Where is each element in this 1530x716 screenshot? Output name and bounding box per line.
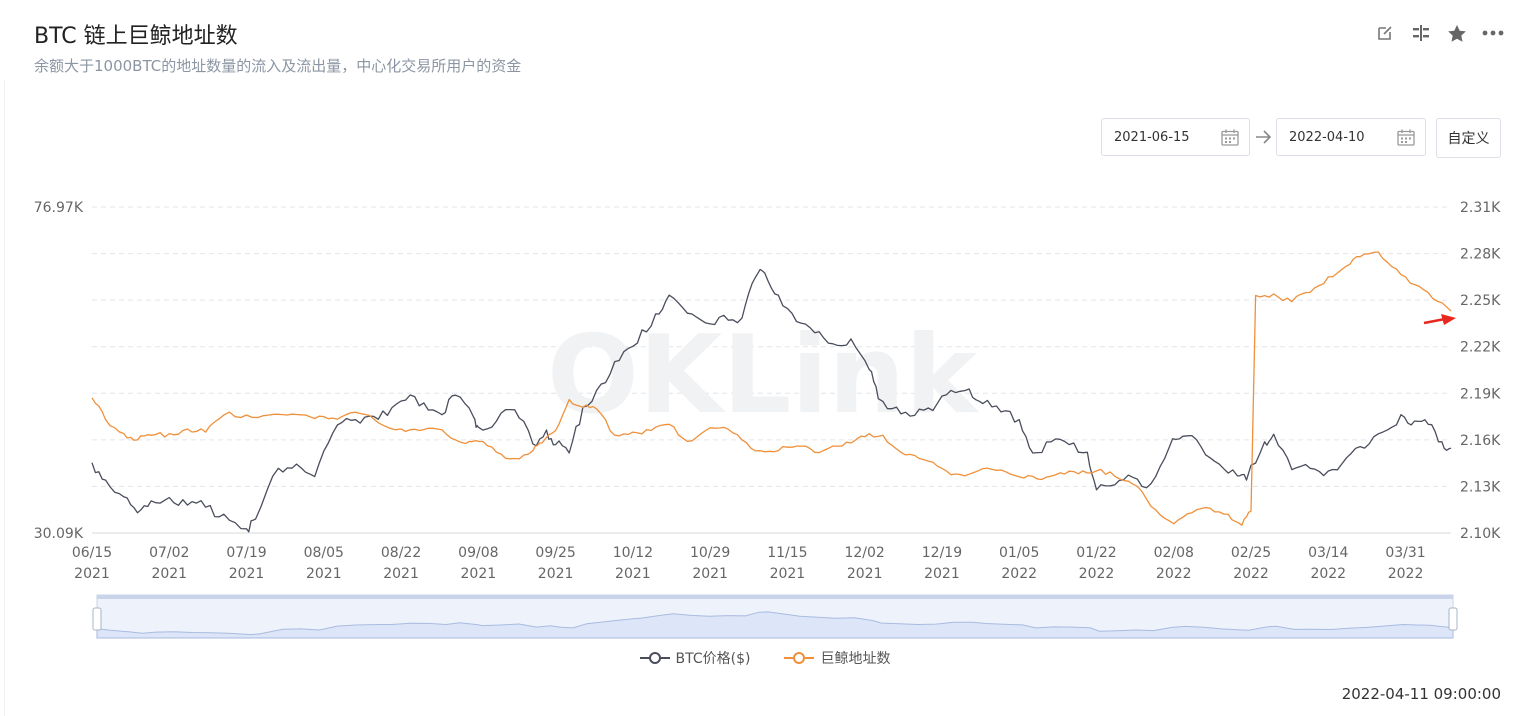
x-axis-tick-label: 08/05 2021: [304, 545, 344, 582]
legend-item-whale-count[interactable]: 巨鲸地址数: [784, 648, 890, 668]
x-axis-tick-label: 12/02 2021: [844, 545, 884, 582]
right-axis-tick-label: 2.16K: [1460, 433, 1501, 449]
chart-legend: BTC价格($) 巨鲸地址数: [0, 648, 1530, 668]
x-axis-tick-label: 02/25 2022: [1231, 545, 1271, 582]
x-axis-tick-label: 09/08 2021: [458, 545, 498, 582]
zoom-top-bar: [97, 595, 1453, 599]
right-axis-tick-label: 2.25K: [1460, 293, 1501, 309]
chart-subtitle: 余额大于1000BTC的地址数量的流入及流出量，中心化交易所用户的资金: [34, 57, 522, 75]
calendar-icon: [1397, 129, 1415, 146]
x-axis-tick-label: 03/31 2022: [1385, 545, 1425, 582]
custom-range-button[interactable]: 自定义: [1436, 118, 1501, 158]
x-axis-tick-label: 02/08 2022: [1154, 545, 1194, 582]
legend-line-icon: [784, 652, 815, 664]
x-axis-tick-label: 11/15 2021: [767, 545, 807, 582]
x-axis-tick-label: 07/02 2021: [149, 545, 189, 582]
right-axis-tick-label: 2.31K: [1460, 200, 1501, 216]
more-icon[interactable]: [1482, 22, 1504, 44]
x-axis-tick-label: 10/12 2021: [613, 545, 653, 582]
start-date-picker[interactable]: 2021-06-15: [1101, 118, 1250, 156]
red-arrow-head: [1441, 314, 1456, 325]
left-axis-tick-label: 76.97K: [34, 200, 84, 216]
x-axis-tick-label: 09/25 2021: [535, 545, 575, 582]
series-layer: [91, 251, 1452, 533]
right-axis-tick-label: 2.10K: [1460, 526, 1501, 542]
grid-layer: [92, 206, 1451, 534]
x-axis-tick-label: 01/05 2022: [999, 545, 1039, 582]
chart-title: BTC 链上巨鲸地址数: [34, 24, 238, 49]
zoom-right-handle: [1448, 607, 1458, 631]
right-axis-tick-label: 2.13K: [1460, 479, 1501, 495]
zoom-left-handle: [92, 607, 102, 631]
legend-label: 巨鲸地址数: [820, 651, 891, 667]
start-date-value: 2021-06-15: [1114, 129, 1190, 145]
legend-line-icon: [639, 652, 670, 664]
axis-layer: 2.31K 2.28K 2.25K 2.22K 2.19K 2.16K 2.13K 2.10K…: [34, 200, 1501, 582]
left-axis-tick-label: 30.09K: [34, 526, 84, 542]
chart-canvas: OKLink 2.31K 2.28K 2.25K 2.22K 2.19K 2.16K 2.1…: [34, 200, 1501, 639]
btc-price-line: [91, 268, 1452, 533]
red-arrow-marker: [1423, 317, 1446, 325]
x-axis-tick-label: 08/22 2021: [381, 545, 421, 582]
end-date-picker[interactable]: 2022-04-10: [1276, 118, 1426, 156]
data-zoom-slider[interactable]: [92, 594, 1458, 639]
x-axis-tick-label: 07/19 2021: [226, 545, 266, 582]
update-timestamp: 2022-04-11 09:00:00: [1341, 685, 1501, 703]
watermark-text: OKLink: [547, 313, 979, 438]
right-axis-tick-label: 2.22K: [1460, 340, 1501, 356]
right-axis-tick-label: 2.19K: [1460, 386, 1501, 402]
legend-label: BTC价格($): [675, 651, 751, 667]
x-axis-tick-label: 06/15 2021: [72, 545, 112, 582]
whale-count-line: [91, 251, 1452, 526]
end-date-value: 2022-04-10: [1289, 129, 1365, 145]
card-border: [4, 80, 5, 716]
compare-icon[interactable]: [1410, 22, 1432, 44]
x-axis-tick-label: 03/14 2022: [1308, 545, 1348, 582]
date-range-arrow-icon: [1256, 130, 1271, 144]
legend-item-btc-price[interactable]: BTC价格($): [639, 648, 751, 668]
calendar-icon: [1221, 129, 1239, 146]
edit-icon[interactable]: [1374, 22, 1396, 44]
x-axis-tick-label: 12/19 2021: [922, 545, 962, 582]
right-axis-tick-label: 2.28K: [1460, 247, 1501, 263]
x-axis-tick-label: 10/29 2021: [690, 545, 730, 582]
star-icon[interactable]: [1446, 22, 1468, 44]
x-axis-tick-label: 01/22 2022: [1076, 545, 1116, 582]
zoom-preview-area: [96, 611, 1454, 639]
chart-toolbar: [1374, 22, 1504, 44]
